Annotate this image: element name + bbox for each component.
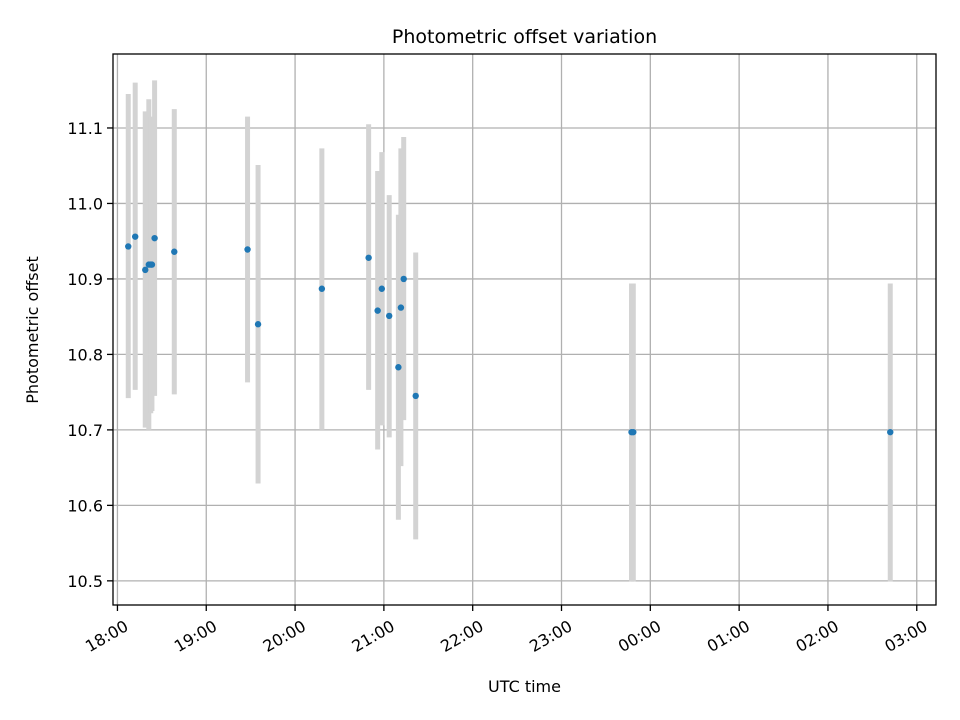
y-tick-label-5: 11.0 [67,194,103,213]
y-tick-label-6: 11.1 [67,119,103,138]
data-point-2 [142,266,149,274]
y-tick-label-2: 10.7 [67,421,103,440]
data-point-16 [397,304,405,311]
axes-frame [112,53,937,606]
data-point-17 [400,275,407,283]
data-point-20 [630,428,637,436]
data-point-15 [395,364,402,371]
y-tick-label-0: 10.5 [67,572,103,591]
data-point-13 [378,285,386,292]
chart-title: Photometric offset variation [392,26,657,48]
y-axis-label: Photometric offset [23,256,42,404]
point-layer [125,233,894,436]
data-point-21 [887,428,894,436]
x-axis-label: UTC time [488,677,561,696]
grid-layer [113,54,936,605]
data-point-18 [412,392,419,400]
data-point-12 [374,307,381,314]
y-tick-label-4: 10.9 [67,270,103,289]
y-tick-label-3: 10.8 [67,345,103,364]
data-point-6 [151,234,158,242]
data-point-11 [365,254,372,261]
data-point-7 [171,248,178,255]
data-point-10 [318,285,326,292]
data-point-14 [386,312,393,320]
data-point-5 [148,261,156,268]
data-point-0 [125,243,132,250]
data-point-9 [254,321,262,328]
data-point-1 [132,233,139,240]
data-point-8 [244,246,251,253]
y-tick-label-1: 10.6 [67,496,103,515]
